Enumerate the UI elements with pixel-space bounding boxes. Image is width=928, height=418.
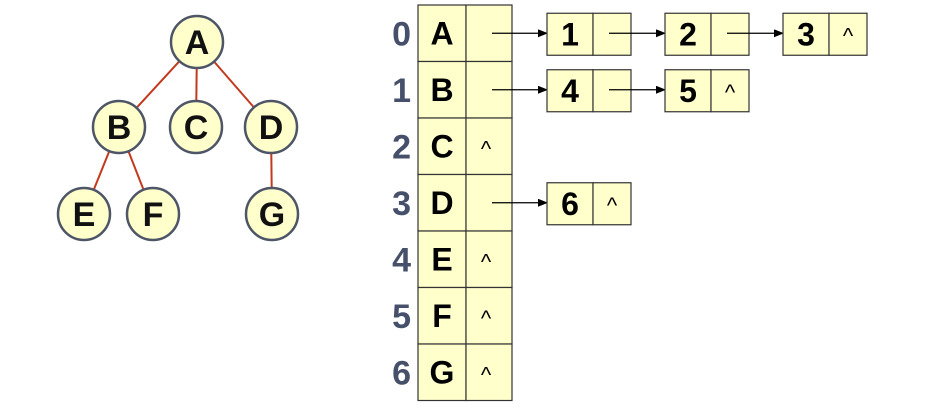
tree-node-e: E	[56, 186, 112, 242]
table-row-4: 4 E ^	[392, 230, 513, 289]
row-index: 6	[392, 354, 411, 392]
tree-node-g: G	[244, 186, 300, 242]
child-index-label: 6	[561, 186, 579, 222]
tree-node-label: G	[259, 196, 285, 234]
child-index-cell	[782, 12, 830, 56]
child-index-label: 3	[797, 16, 815, 52]
first-child-cell	[465, 286, 513, 345]
tree-node-label: E	[73, 196, 96, 234]
first-child-cell	[465, 230, 513, 289]
null-pointer: ^	[843, 23, 854, 48]
tree-edge-a-b	[135, 60, 181, 109]
child-list-3: 6 ^	[492, 182, 632, 226]
row-index: 1	[392, 72, 411, 110]
null-pointer: ^	[481, 362, 492, 387]
tree-node-label: A	[185, 24, 210, 62]
tree-node-f: F	[125, 186, 181, 242]
tree-node-circle	[243, 99, 299, 155]
null-pointer: ^	[481, 136, 492, 161]
tree-node-label: D	[259, 109, 284, 147]
tree-nodes: A B C D E F G	[56, 14, 300, 242]
next-pointer-cell	[592, 12, 632, 56]
child-index-label: 4	[561, 73, 579, 109]
data-cell-label: A	[430, 15, 453, 51]
data-cell-label: C	[430, 128, 453, 164]
tree-node-label: C	[184, 109, 209, 147]
tree-node-c: C	[168, 99, 224, 155]
data-cell-label: D	[430, 185, 453, 221]
tree-node-label: F	[143, 196, 164, 234]
first-child-cell	[465, 343, 513, 402]
child-node-2: 2	[664, 12, 750, 56]
tree-node-circle	[168, 99, 224, 155]
child-index-cell	[546, 182, 594, 226]
child-index-label: 1	[561, 16, 579, 52]
child-index-label: 2	[679, 16, 697, 52]
row-index: 3	[392, 185, 411, 223]
head-table: 0 A1 B2 C ^ 3 D4 E ^ 5 F ^ 6 G ^	[392, 4, 513, 402]
child-node-4: 4	[546, 69, 632, 113]
tree-edges	[92, 60, 273, 191]
tree-node-circle	[56, 186, 112, 242]
tree-node-d: D	[243, 99, 299, 155]
child-lists: 1 2 3 ^4 5 ^6 ^	[492, 12, 868, 226]
tree-node-circle	[244, 186, 300, 242]
first-child-cell	[465, 117, 513, 176]
next-pointer-cell	[592, 182, 632, 226]
data-cell	[417, 4, 467, 63]
null-pointer: ^	[481, 249, 492, 274]
data-cell	[417, 230, 467, 289]
tree-node-label: B	[107, 109, 132, 147]
next-pointer-cell	[592, 69, 632, 113]
data-cell-label: G	[430, 354, 455, 390]
data-cell-label: F	[432, 298, 452, 334]
tree-node-a: A	[169, 14, 225, 70]
table-row-2: 2 C ^	[392, 117, 513, 176]
child-list-1: 4 5 ^	[492, 69, 750, 113]
child-index-label: 5	[679, 73, 697, 109]
null-pointer: ^	[481, 306, 492, 331]
child-node-1: 1	[546, 12, 632, 56]
next-pointer-cell	[828, 12, 868, 56]
row-index: 0	[392, 15, 411, 53]
table-row-5: 5 F ^	[392, 286, 513, 345]
tree-edge-b-f	[127, 150, 145, 191]
row-index: 5	[392, 298, 411, 336]
tree-node-circle	[91, 99, 147, 155]
row-index: 2	[392, 128, 411, 166]
child-index-cell	[664, 69, 712, 113]
tree-node-circle	[169, 14, 225, 70]
data-cell	[417, 173, 467, 232]
next-pointer-cell	[710, 12, 750, 56]
child-node-6: 6 ^	[546, 182, 632, 226]
table-row-6: 6 G ^	[392, 343, 513, 402]
next-pointer-cell	[710, 69, 750, 113]
data-cell-label: B	[430, 72, 453, 108]
tree-edge-b-e	[92, 150, 111, 191]
child-node-3: 3 ^	[782, 12, 868, 56]
tree-edge-a-d	[213, 60, 255, 109]
null-pointer: ^	[725, 80, 736, 105]
tree-node-b: B	[91, 99, 147, 155]
row-index: 4	[392, 241, 411, 279]
child-index-cell	[546, 12, 594, 56]
data-cell	[417, 343, 467, 402]
child-list-0: 1 2 3 ^	[492, 12, 868, 56]
child-node-5: 5 ^	[664, 69, 750, 113]
tree-node-circle	[125, 186, 181, 242]
null-pointer: ^	[607, 193, 618, 218]
data-cell-label: E	[431, 241, 452, 277]
